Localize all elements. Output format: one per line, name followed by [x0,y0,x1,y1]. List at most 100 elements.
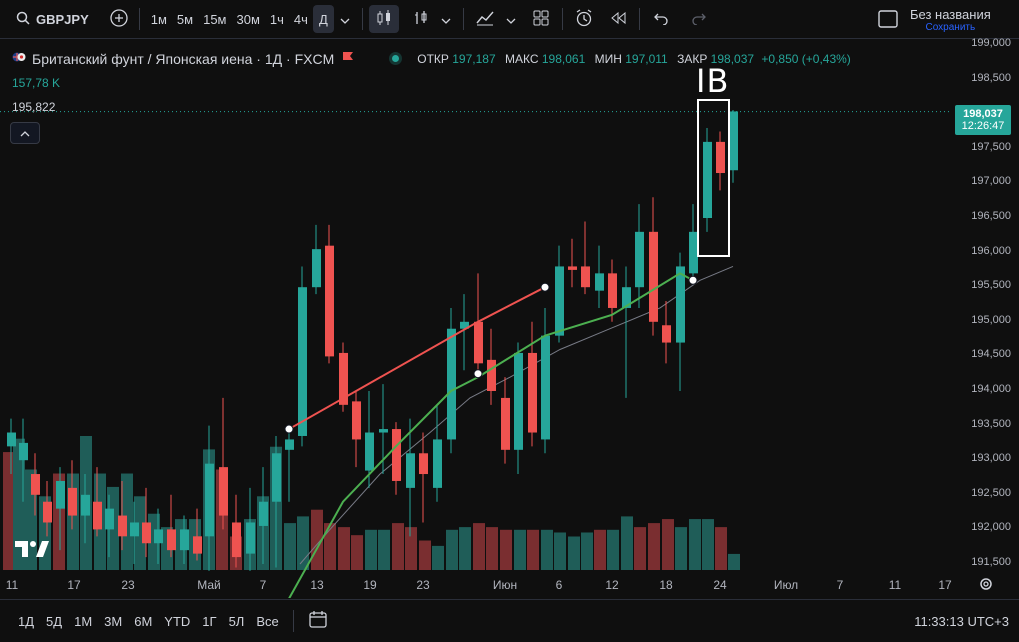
chart-settings-button[interactable] [976,577,996,595]
volume-bar [500,529,512,570]
time-axis-label: 19 [363,578,377,592]
ib-annotation-box[interactable] [697,99,730,257]
redo-button[interactable] [684,5,714,33]
range-all[interactable]: Все [256,613,279,629]
interval-5m[interactable]: 5м [176,11,194,27]
time-axis-label: 7 [836,578,844,592]
layout-name-block: Без названия Сохранить [910,7,991,33]
clock-timezone[interactable]: 11:33:13 UTC+3 [914,613,1009,629]
candle-body [501,397,510,450]
volume-bar [728,553,740,570]
alert-button[interactable] [569,5,599,33]
volume-bar [568,536,580,570]
ib-annotation-label[interactable]: IB [696,62,730,100]
volume-legend: 157,78 K [12,76,61,90]
layout-name: Без названия [910,7,991,22]
candle-body [649,231,658,322]
range-5d[interactable]: 5Д [46,613,63,629]
candle-body [105,508,114,530]
divider [138,8,140,30]
bar-countdown: 12:26:47 [961,120,1005,132]
divider [561,8,563,30]
time-axis-label: 23 [416,578,430,592]
line-anchor-point [473,369,483,379]
replay-button[interactable] [603,5,633,33]
tradingview-logo[interactable] [14,539,50,564]
candle-body [7,432,16,447]
symbol-search[interactable]: GBPJPY [10,5,95,33]
volume-bar [514,529,526,570]
ohlc-values: ОТКР 197,187 МАКС 198,061 МИН 197,011 ЗА… [417,52,851,66]
candle-body [555,266,564,336]
volume-bar [648,523,660,570]
chevron-down-icon [441,12,451,27]
volume-bar [634,527,646,570]
undo-icon [653,11,669,28]
chart-pane[interactable] [0,39,1019,598]
change-value: +0,850 (+0,43%) [761,51,851,66]
collapse-legend-button[interactable] [10,122,40,144]
candle-body [595,273,604,291]
interval-30m[interactable]: 30м [236,11,260,27]
top-toolbar: GBPJPY 1м 5м 15м 30м 1ч 4ч Д [0,0,1019,39]
range-1m[interactable]: 1М [74,613,93,629]
layout-name-button[interactable]: Без названия Сохранить [878,5,991,35]
price-axis-label: 197,500 [971,140,1011,153]
chevron-up-icon [20,124,30,142]
divider [361,8,363,30]
candle-body [259,501,268,526]
indicators-button[interactable] [407,5,435,33]
square-icon [878,9,898,31]
compare-button[interactable] [105,5,133,33]
candle-body [193,536,202,554]
symbol-label: GBPJPY [36,11,89,27]
interval-1d[interactable]: Д [312,5,334,33]
volume-bar [297,516,309,570]
low-label: МИН [594,51,622,66]
goto-date-button[interactable] [308,609,328,634]
flag-icon[interactable] [342,51,354,66]
volume-bar [284,523,296,570]
range-5y[interactable]: 5Л [228,613,245,629]
currency-flag-icon [12,50,26,67]
candle-body [81,494,90,516]
interval-15m[interactable]: 15м [203,11,227,27]
volume-bar [554,532,566,570]
redo-icon [691,11,707,28]
candles-button[interactable] [368,5,399,33]
interval-1h[interactable]: 1ч [269,11,284,27]
volume-bar [541,529,553,570]
price-axis-label: 196,000 [971,244,1011,257]
undo-button[interactable] [646,5,676,33]
indicator-templates-button[interactable] [470,5,500,33]
candle-body [729,111,738,171]
candle-body [31,474,40,495]
range-ytd[interactable]: YTD [164,613,191,629]
candle-body [447,328,456,440]
layout-button[interactable] [526,5,556,33]
price-chart[interactable] [0,39,1019,598]
volume-bar [446,529,458,570]
candle-body [379,429,388,433]
range-6m[interactable]: 6М [134,613,153,629]
candle-body [272,453,281,502]
templates-dropdown[interactable] [500,5,522,33]
line-anchor-point [284,424,294,434]
range-3m[interactable]: 3М [104,613,123,629]
interval-1m[interactable]: 1м [150,11,167,27]
close-value: 198,037 [710,51,755,66]
interval-dropdown[interactable] [334,5,356,33]
line-anchor-point [540,282,550,292]
price-axis-label: 195,500 [971,279,1011,292]
interval-4h[interactable]: 4ч [293,11,308,27]
rewind-icon [609,11,627,28]
price-axis-label: 192,500 [971,486,1011,499]
time-axis[interactable]: 11 17 23 Май 7 13 19 23 Июн 6 12 18 24 Июл 7 11 17 [0,576,952,596]
crosshair-price-label: 195,822 [12,100,56,114]
chart-type-dropdown[interactable] [435,5,457,33]
symbol-title[interactable]: Британский фунт / Японская иена · 1Д · F… [32,50,335,67]
alarm-clock-icon [574,8,594,31]
range-1d[interactable]: 1Д [18,613,35,629]
area-chart-icon [475,9,495,30]
range-1y[interactable]: 1Г [202,613,217,629]
